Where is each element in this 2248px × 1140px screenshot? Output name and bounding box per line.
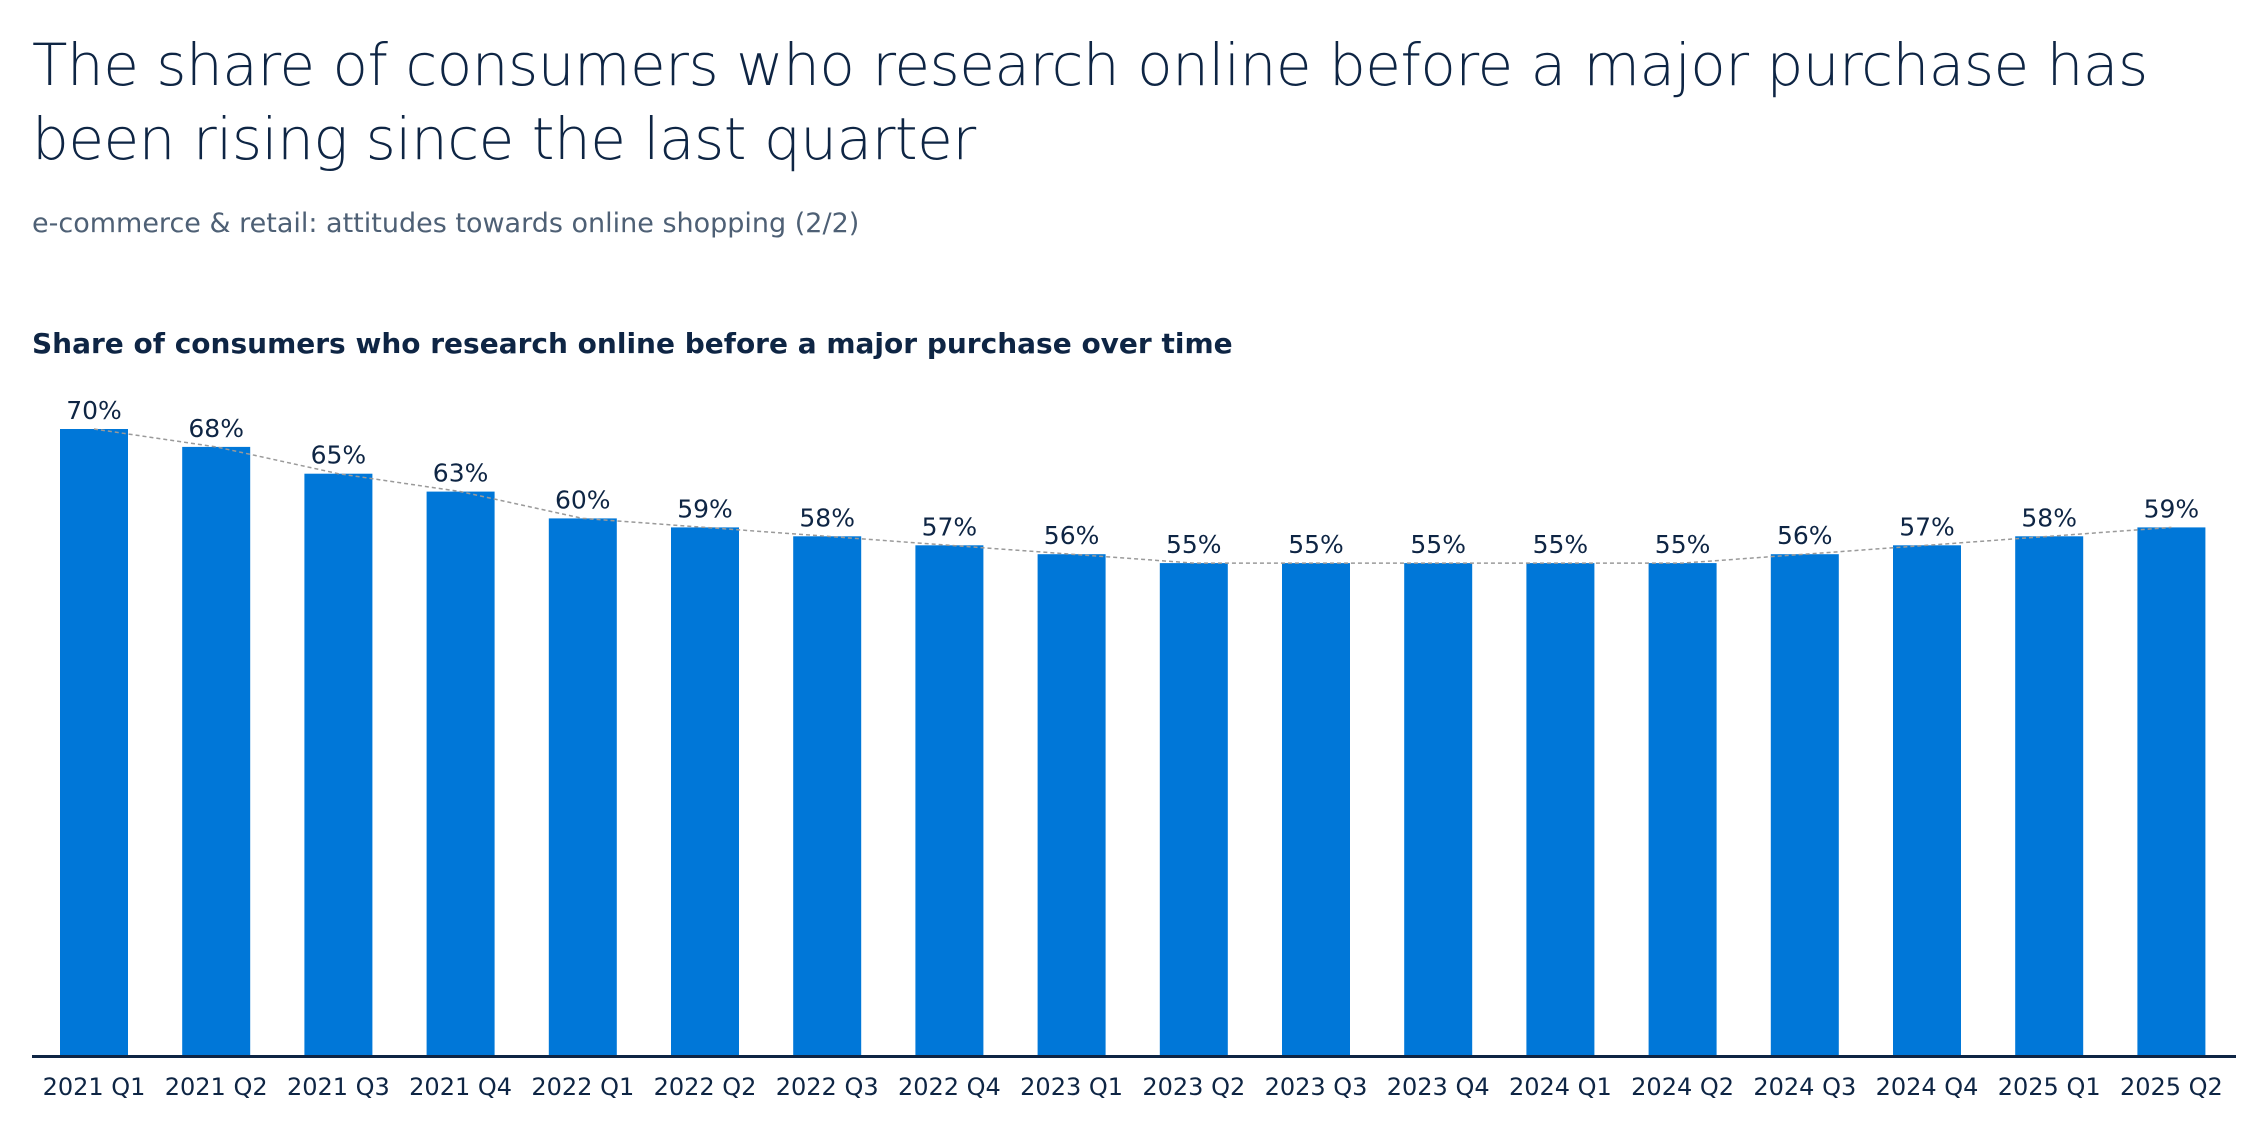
bar-2021-q3: [304, 473, 373, 1055]
bar-2023-q4: [1404, 563, 1473, 1055]
bar-2021-q4: [426, 491, 495, 1056]
x-tick-label: 2025 Q1: [1998, 1073, 2101, 1101]
value-label: 56%: [1044, 521, 1100, 550]
value-label: 63%: [433, 459, 489, 488]
value-label: 57%: [922, 512, 978, 541]
bar-2023-q3: [1282, 563, 1350, 1055]
value-label: 55%: [1533, 530, 1589, 559]
value-label: 58%: [799, 503, 855, 532]
bar-2024-q3: [1770, 554, 1839, 1055]
bar-2025-q2: [2137, 527, 2206, 1055]
chart-title: Share of consumers who research online b…: [32, 327, 1233, 360]
x-tick-label: 2021 Q1: [43, 1073, 146, 1101]
x-tick-label: 2024 Q1: [1509, 1073, 1612, 1101]
x-tick-label: 2024 Q3: [1753, 1073, 1856, 1101]
trend-line: [93, 428, 2172, 564]
value-label: 55%: [1288, 530, 1344, 559]
value-label: 68%: [188, 414, 244, 443]
value-label: 65%: [311, 441, 367, 470]
x-axis-ticks-group: 2021 Q1 2021 Q2 2021 Q3 2021 Q4 2022 Q1 2022 …: [43, 1073, 2223, 1101]
bars-group: [60, 429, 2206, 1056]
x-tick-label: 2024 Q4: [1876, 1073, 1979, 1101]
bar-2023-q2: [1159, 563, 1228, 1055]
bar-2024-q1: [1526, 563, 1595, 1055]
x-tick-label: 2023 Q2: [1142, 1073, 1245, 1101]
value-label: 58%: [2021, 503, 2077, 532]
bar-2022-q3: [793, 536, 862, 1055]
bar-2024-q2: [1648, 563, 1717, 1055]
x-tick-label: 2021 Q2: [165, 1073, 268, 1101]
x-tick-label: 2022 Q3: [776, 1073, 879, 1101]
page-subtitle: e-commerce & retail: attitudes towards o…: [32, 208, 860, 239]
value-labels-group: 70% 68% 65% 63% 60% 59% 58% 57% 56% 55% 55% 55% 55% 5…: [66, 396, 2199, 559]
x-tick-label: 2022 Q1: [531, 1073, 634, 1101]
value-label: 55%: [1410, 530, 1466, 559]
bar-2022-q2: [671, 527, 739, 1055]
bar-2021-q2: [182, 446, 251, 1055]
bar-2023-q1: [1037, 554, 1106, 1055]
x-tick-label: 2021 Q4: [409, 1073, 512, 1101]
value-label: 70%: [66, 396, 122, 425]
x-tick-label: 2024 Q2: [1631, 1073, 1734, 1101]
x-tick-label: 2022 Q2: [654, 1073, 757, 1101]
page-title: The share of consumers who research onli…: [32, 31, 2148, 173]
value-label: 59%: [2144, 494, 2200, 523]
x-tick-label: 2025 Q2: [2120, 1073, 2223, 1101]
bar-2022-q1: [548, 518, 617, 1055]
bar-2024-q4: [1893, 545, 1961, 1055]
value-label: 55%: [1655, 530, 1711, 559]
x-tick-label: 2023 Q4: [1387, 1073, 1490, 1101]
value-label: 55%: [1166, 530, 1222, 559]
value-label: 56%: [1777, 521, 1833, 550]
value-label: 60%: [555, 485, 611, 514]
x-tick-label: 2022 Q4: [898, 1073, 1001, 1101]
bar-2025-q1: [2015, 536, 2084, 1055]
bar-2022-q4: [915, 545, 984, 1055]
x-tick-label: 2021 Q3: [287, 1073, 390, 1101]
x-tick-label: 2023 Q1: [1020, 1073, 1123, 1101]
x-tick-label: 2023 Q3: [1265, 1073, 1368, 1101]
bar-2021-q1: [60, 429, 128, 1055]
bar-chart: 70% 68% 65% 63% 60% 59% 58% 57% 56% 55% 55% 55% 55% 5…: [32, 396, 2236, 1101]
value-label: 57%: [1899, 512, 1955, 541]
trend-group: [93, 428, 2172, 564]
value-label: 59%: [677, 494, 733, 523]
